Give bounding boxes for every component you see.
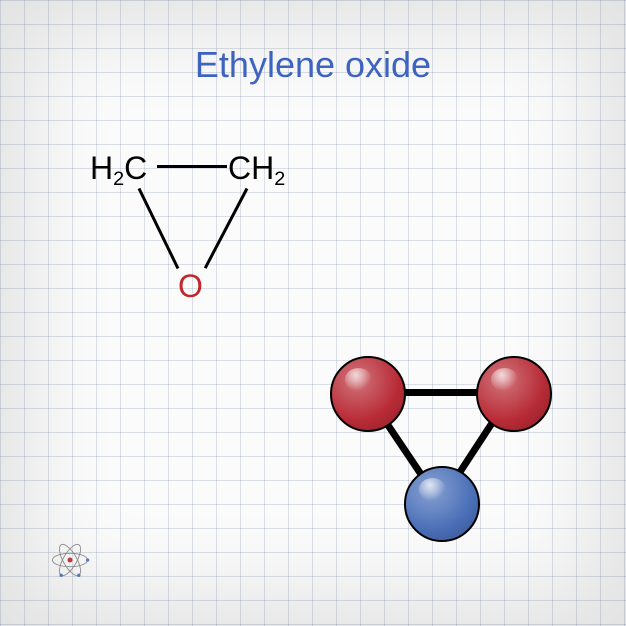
atom-ball-carbon_left [330,356,406,432]
atom-label-h2c-left: H2C [90,152,147,184]
diagram-stage: Ethylene oxide H2C CH2 O [0,0,626,626]
compound-title: Ethylene oxide [0,44,626,86]
atom-label-ch2-right: CH2 [228,152,285,184]
grid-background [0,0,626,626]
formula-bond-0 [157,165,227,168]
atom-ball-carbon_right [476,356,552,432]
atom-ball-oxygen [404,466,480,542]
atom-label-oxygen: O [178,270,203,302]
atom-watermark-icon [49,539,91,581]
